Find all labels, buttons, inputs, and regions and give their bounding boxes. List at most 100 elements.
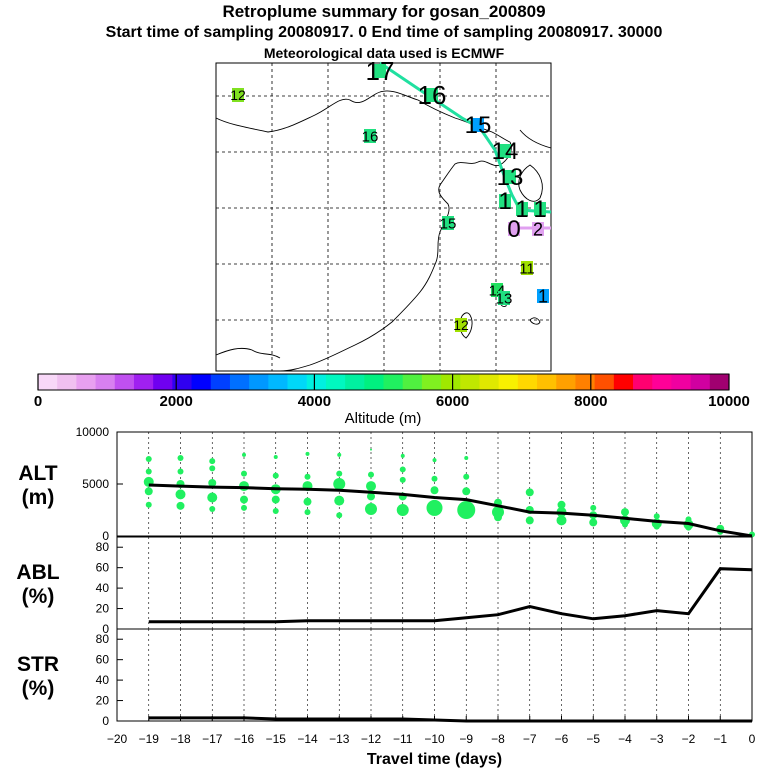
map-label-text: 12 — [230, 87, 246, 103]
colorbar-swatch — [210, 374, 231, 390]
scatter-point — [430, 486, 439, 495]
map-label-swatch — [521, 261, 533, 275]
y-axis-label: STR — [17, 653, 59, 676]
time-series-panels: 0500010000ALT(m)020406080ABL(%)020406080… — [16, 425, 755, 768]
map-gridlines — [216, 63, 551, 371]
x-tick-label: −15 — [266, 732, 287, 746]
map-label: 16 — [418, 80, 447, 110]
map-label-swatch — [508, 222, 520, 236]
y-tick-label: 0 — [102, 529, 109, 543]
x-tick-label: −5 — [586, 732, 600, 746]
scatter-point — [621, 508, 629, 517]
colorbar-swatch — [613, 374, 634, 390]
x-tick-label: −11 — [393, 732, 413, 746]
scatter-point — [145, 501, 152, 508]
y-tick-label: 60 — [96, 653, 110, 667]
map-label: 1 — [498, 188, 511, 215]
scatter-point — [242, 452, 246, 457]
scatter-point — [557, 500, 566, 509]
colorbar-swatch — [249, 374, 269, 390]
scatter-point — [241, 504, 247, 511]
scatter-point — [208, 478, 217, 487]
scatter-point — [337, 452, 342, 457]
chart-title: Retroplume summary for gosan_200809 — [222, 2, 546, 21]
scatter-point — [556, 515, 567, 526]
scatter-point — [396, 504, 409, 516]
x-tick-label: −10 — [424, 732, 445, 746]
map-label: 11 — [519, 261, 535, 278]
x-tick-label: −8 — [491, 732, 505, 746]
colorbar-swatch — [441, 374, 461, 390]
map-label-text: 12 — [453, 317, 469, 333]
map-label: 2 — [532, 219, 544, 239]
scatter-point — [333, 478, 346, 490]
colorbar-swatch — [402, 374, 423, 390]
scatter-point — [145, 456, 152, 463]
colorbar-swatch — [479, 374, 500, 390]
y-tick-label: 10000 — [76, 425, 110, 439]
colorbar-tick-label: 0 — [34, 393, 42, 410]
scatter-point — [273, 454, 278, 459]
map-label: 0 — [507, 216, 520, 243]
map-label-swatch — [498, 291, 510, 305]
scatter-point — [463, 473, 470, 480]
scatter-point — [177, 455, 184, 461]
x-tick-label: −17 — [202, 732, 223, 746]
scatter-point — [370, 448, 372, 451]
chart-subtitle: Start time of sampling 20080917. 0 End t… — [105, 24, 663, 41]
colorbar-swatch — [690, 374, 711, 390]
colorbar-tick-label: 6000 — [436, 393, 469, 410]
scatter-point — [622, 521, 628, 528]
colorbar-swatch — [421, 374, 442, 390]
scatter-point — [305, 451, 310, 456]
scatter-point — [365, 502, 377, 515]
series-line — [148, 716, 752, 723]
map-label-swatch — [504, 170, 516, 184]
panel-abl: 0 20 40 60 80 ABL(%) — [16, 536, 753, 636]
scatter-point — [145, 468, 152, 475]
map-label-text: 14 — [492, 138, 519, 165]
colorbar-label: Altitude (m) — [345, 410, 422, 427]
map-label: 13 — [497, 164, 524, 191]
y-tick-label: 5000 — [82, 477, 109, 491]
colorbar-swatch — [76, 374, 97, 390]
map-label-text: 13 — [497, 164, 524, 191]
scatter-point — [399, 466, 406, 473]
scatter-point — [272, 472, 279, 479]
colorbar-swatch — [268, 374, 289, 390]
scatter-point — [144, 487, 153, 496]
scatter-point — [462, 487, 471, 496]
map-label-swatch — [426, 88, 438, 102]
x-tick-label: −9 — [459, 732, 473, 746]
colorbar-swatch — [671, 374, 692, 390]
map-label: 1 — [515, 196, 528, 223]
map-label: 12 — [230, 87, 246, 103]
x-tick-label: 0 — [749, 732, 756, 746]
scatter-point — [175, 489, 186, 500]
scatter-point — [336, 470, 343, 477]
scatter-point — [304, 509, 311, 516]
colorbar-swatch — [383, 374, 404, 390]
map-label-swatch — [537, 289, 549, 303]
map-label-swatch — [364, 129, 376, 143]
scatter-point — [177, 468, 184, 475]
scatter-point — [272, 508, 279, 515]
colorbar-swatch — [345, 374, 365, 390]
x-tick-label: −16 — [234, 732, 255, 746]
map-label-swatch — [516, 202, 528, 216]
colorbar-swatch — [57, 374, 77, 390]
colorbar-swatch — [460, 374, 480, 390]
x-tick-label: −20 — [107, 732, 128, 746]
map-label-swatch — [472, 118, 484, 132]
scatter-point — [432, 458, 437, 463]
x-tick-label: −3 — [650, 732, 664, 746]
scatter-point — [366, 481, 376, 492]
colorbar-swatch — [498, 374, 519, 390]
y-tick-label: 20 — [96, 694, 110, 708]
x-tick-label: −6 — [555, 732, 569, 746]
colorbar-swatch — [306, 374, 327, 390]
y-tick-label: 80 — [96, 540, 110, 554]
y-tick-label: 20 — [96, 602, 110, 616]
map-label-swatch — [499, 144, 511, 158]
